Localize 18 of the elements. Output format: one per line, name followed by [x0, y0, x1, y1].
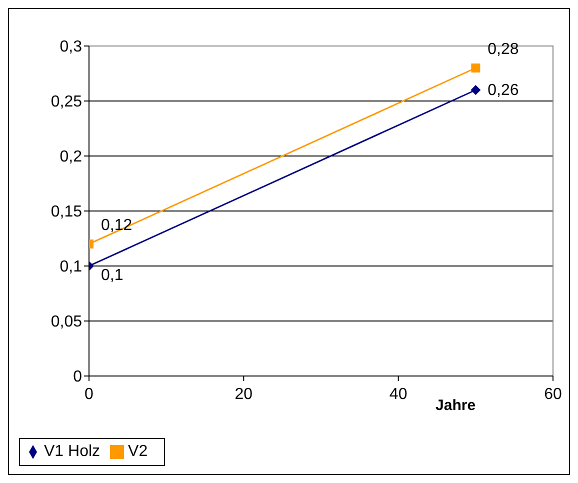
- data-label: 0,26: [488, 82, 519, 99]
- x-tick-label: 60: [544, 386, 562, 403]
- data-label: 0,12: [101, 217, 132, 234]
- y-tick-label: 0,25: [50, 94, 82, 111]
- y-tick-label: 0,3: [60, 38, 82, 56]
- legend-label: V2: [128, 443, 148, 460]
- data-label: 0,1: [101, 267, 124, 284]
- x-tick-label: 20: [234, 386, 253, 403]
- y-tick-label: 0,1: [60, 258, 82, 276]
- x-tick-label: 0: [84, 386, 94, 403]
- y-tick-label: 0,2: [60, 148, 82, 166]
- y-tick-label: 0,15: [50, 204, 82, 221]
- y-tick-label: 0: [73, 368, 82, 386]
- legend-label: V1 Holz: [44, 443, 100, 460]
- x-tick-label: 40: [389, 386, 408, 403]
- x-axis-title: Jahre: [436, 397, 476, 414]
- y-tick-label: 0,05: [50, 314, 82, 331]
- data-label: 0,28: [488, 41, 519, 58]
